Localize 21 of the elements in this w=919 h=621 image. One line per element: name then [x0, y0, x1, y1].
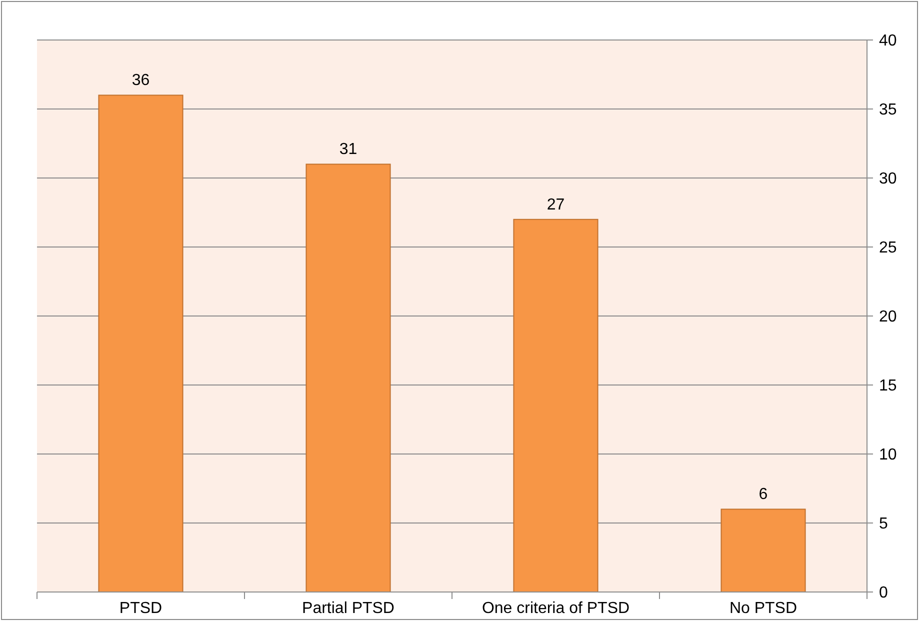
y-tick-label: 35 — [879, 102, 897, 119]
data-label: 6 — [758, 486, 768, 504]
x-tick-label: One criteria of PTSD — [482, 600, 630, 617]
y-tick-label: 5 — [879, 516, 888, 533]
bar — [513, 218, 598, 592]
y-tick-label: 20 — [879, 308, 897, 326]
bar — [720, 508, 806, 592]
y-tick-label: 40 — [879, 32, 897, 50]
x-tick-label: Partial PTSD — [302, 600, 394, 617]
data-label: 31 — [339, 141, 358, 158]
y-tick-label: 0 — [879, 584, 888, 602]
bar — [306, 164, 391, 592]
y-tick-label: 10 — [879, 446, 897, 464]
y-tick-label: 30 — [879, 170, 897, 188]
x-tick-label: No PTSD — [729, 600, 798, 617]
y-tick-label: 15 — [879, 378, 897, 395]
data-label: 27 — [546, 196, 565, 214]
y-tick-label: 25 — [879, 240, 897, 257]
data-label: 36 — [132, 72, 150, 90]
x-tick-label: PTSD — [119, 600, 162, 617]
bar — [98, 94, 184, 592]
